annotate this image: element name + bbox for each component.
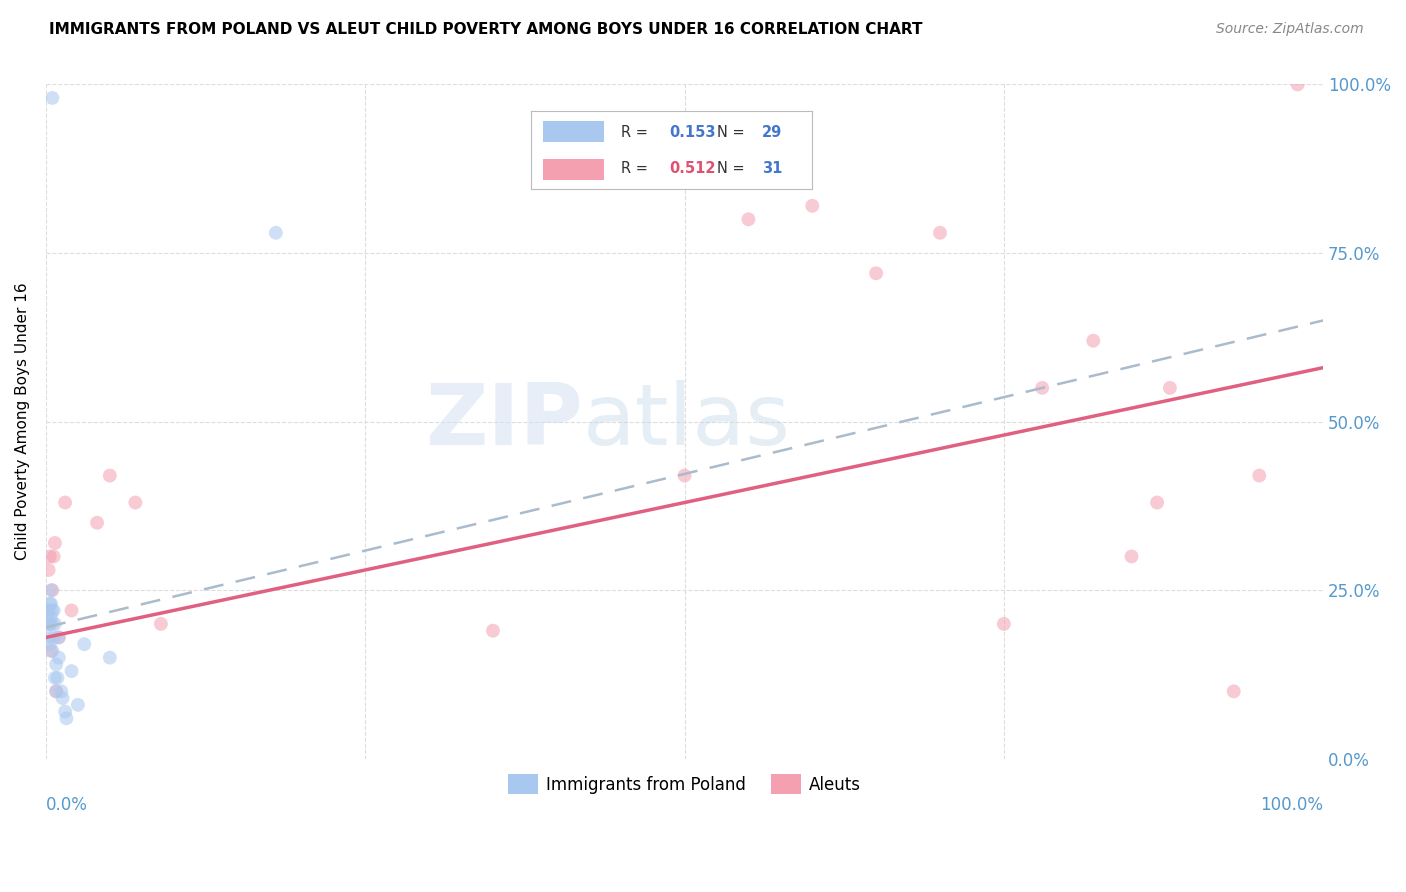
Point [60,664,83,678]
Point [39,597,62,611]
Point [39,583,62,598]
Point [86,516,108,530]
Point [482,624,505,638]
Point [38,631,60,645]
Point [44,616,66,631]
Point [98,650,121,665]
Point [44,536,66,550]
Point [737,212,759,227]
Point [993,616,1015,631]
Text: atlas: atlas [582,380,790,463]
Point [48,650,70,665]
Text: Source: ZipAtlas.com: Source: ZipAtlas.com [1216,22,1364,37]
Text: IMMIGRANTS FROM POLAND VS ALEUT CHILD POVERTY AMONG BOYS UNDER 16 CORRELATION CH: IMMIGRANTS FROM POLAND VS ALEUT CHILD PO… [49,22,922,37]
Y-axis label: Child Poverty Among Boys Under 16: Child Poverty Among Boys Under 16 [15,283,30,560]
Point [1083,334,1105,348]
Point [66,698,89,712]
Point [38,549,60,564]
Point [53,495,76,509]
Point [41,91,63,105]
Point [124,495,146,509]
Point [41,603,63,617]
Point [929,226,952,240]
Point [1159,381,1181,395]
Point [44,671,66,685]
Point [264,226,287,240]
Point [38,597,60,611]
Point [1121,549,1143,564]
Point [149,616,172,631]
Point [48,631,70,645]
Point [865,266,887,280]
Point [48,631,70,645]
Point [42,549,65,564]
Point [1286,78,1309,92]
Point [42,631,65,645]
Point [38,603,60,617]
Point [41,583,63,598]
Point [1249,468,1271,483]
Point [52,691,75,706]
Point [38,563,60,577]
Point [53,705,76,719]
Legend: Immigrants from Poland, Aleuts: Immigrants from Poland, Aleuts [501,767,868,801]
Point [1222,684,1244,698]
Point [1031,381,1053,395]
Point [41,644,63,658]
Point [39,644,62,658]
Point [55,711,77,725]
Point [673,468,696,483]
Point [98,468,121,483]
Point [37,616,59,631]
Point [45,657,67,672]
Point [60,603,83,617]
Point [73,637,96,651]
Point [37,603,59,617]
Point [801,199,824,213]
Text: ZIP: ZIP [425,380,582,463]
Point [39,610,62,624]
Point [41,616,63,631]
Point [42,603,65,617]
Point [1146,495,1168,509]
Point [46,671,69,685]
Point [38,616,60,631]
Point [38,616,60,631]
Point [45,684,67,698]
Text: 100.0%: 100.0% [1260,796,1323,814]
Point [38,637,60,651]
Point [45,684,67,698]
Point [51,684,73,698]
Text: 0.0%: 0.0% [46,796,87,814]
